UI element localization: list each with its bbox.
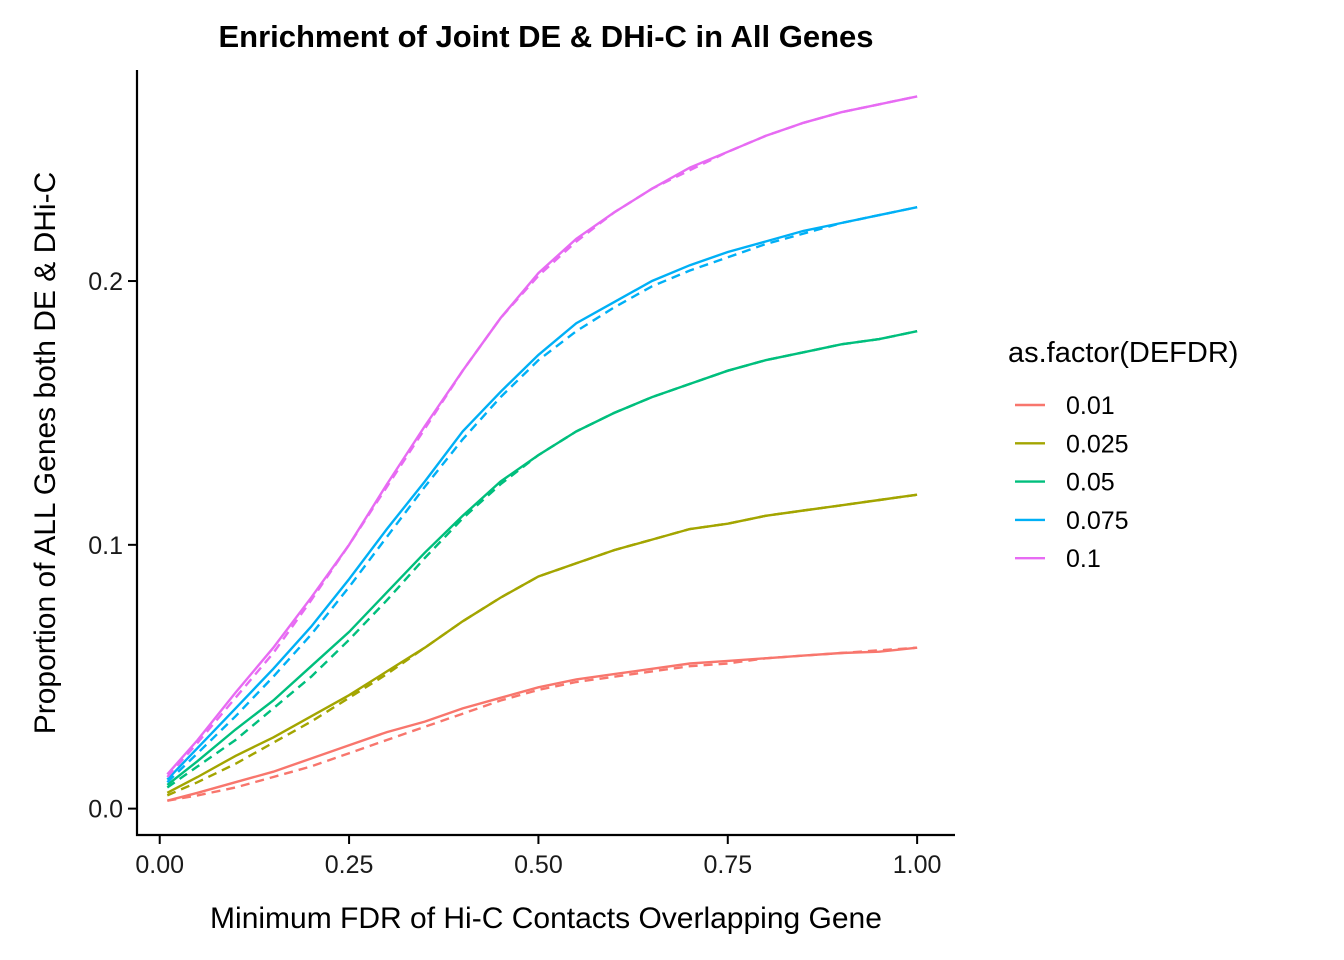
legend-label-0-1: 0.1 [1066,545,1101,573]
series-0-01-dashed-line [167,646,918,802]
legend: as.factor(DEFDR) 0.01 0.025 0.05 0.075 0.1 [1008,337,1238,573]
x-tick-label: 1.00 [893,851,942,879]
legend-label-0-025: 0.025 [1066,430,1129,458]
x-axis-ticks: 0.00 0.25 0.50 0.75 1.00 [135,835,941,879]
series-0-075-dashed-line [166,206,918,784]
series-0-1-line [166,95,918,776]
series-0-05-line [166,330,918,786]
chart-title: Enrichment of Joint DE & DHi-C in All Ge… [218,19,873,54]
y-axis-title: Proportion of ALL Genes both DE & DHi-C [29,172,62,735]
x-tick-label: 0.00 [135,851,184,879]
legend-label-0-05: 0.05 [1066,469,1115,497]
series-0-05-dashed-line [166,330,918,789]
series-0-025-line [166,493,918,794]
legend-title: as.factor(DEFDR) [1008,337,1238,369]
x-tick-label: 0.75 [703,851,752,879]
y-tick-label: 0.0 [88,796,123,824]
series-0-01-line [166,646,918,802]
legend-label-0-01: 0.01 [1066,392,1115,420]
series-0-075-line [166,206,918,781]
y-tick-label: 0.1 [88,532,123,560]
x-tick-label: 0.50 [514,851,563,879]
legend-label-0-075: 0.075 [1066,507,1129,535]
series-0-1-dashed-line [166,95,918,778]
y-axis-ticks: 0.0 0.1 0.2 [88,268,137,824]
x-axis-title: Minimum FDR of Hi-C Contacts Overlapping… [210,902,882,935]
y-tick-label: 0.2 [88,268,123,296]
plot-area [166,95,918,802]
x-tick-label: 0.25 [325,851,374,879]
